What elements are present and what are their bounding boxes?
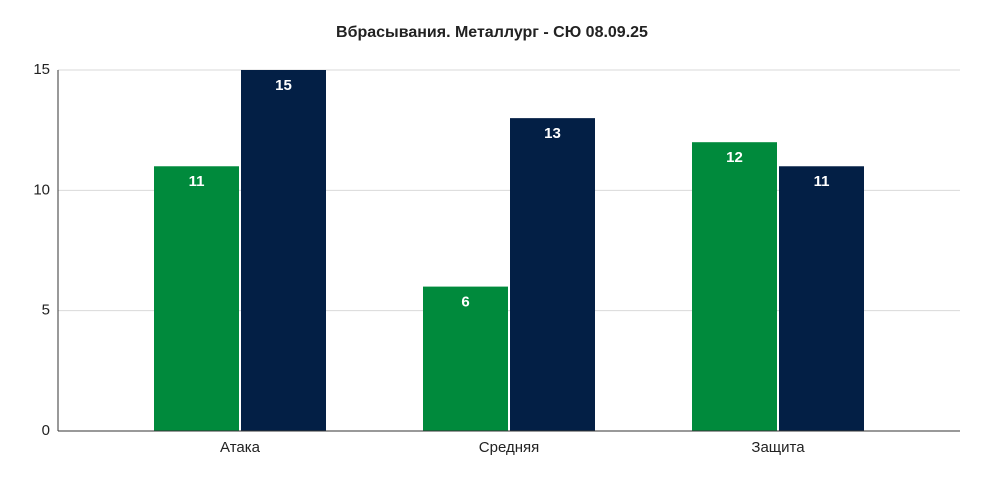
x-tick-label: Атака [220, 439, 261, 456]
x-tick-label: Средняя [479, 439, 539, 456]
y-tick-label: 5 [42, 302, 50, 319]
chart-title: Вбрасывания. Металлург - СЮ 08.09.25 [336, 24, 648, 41]
bar [692, 142, 777, 431]
value-label: 13 [544, 125, 561, 142]
value-label: 11 [189, 173, 205, 190]
bar [510, 118, 595, 431]
y-tick-label: 0 [42, 422, 50, 439]
bar [779, 166, 864, 431]
bar [154, 166, 239, 431]
bar [241, 70, 326, 431]
value-label: 6 [461, 294, 469, 311]
x-tick-label: Защита [751, 439, 805, 456]
y-tick-label: 10 [33, 181, 50, 198]
y-tick-label: 15 [33, 61, 50, 78]
bar [423, 286, 508, 431]
value-label: 11 [814, 173, 830, 190]
value-label: 15 [275, 77, 292, 94]
value-label: 12 [726, 149, 743, 166]
